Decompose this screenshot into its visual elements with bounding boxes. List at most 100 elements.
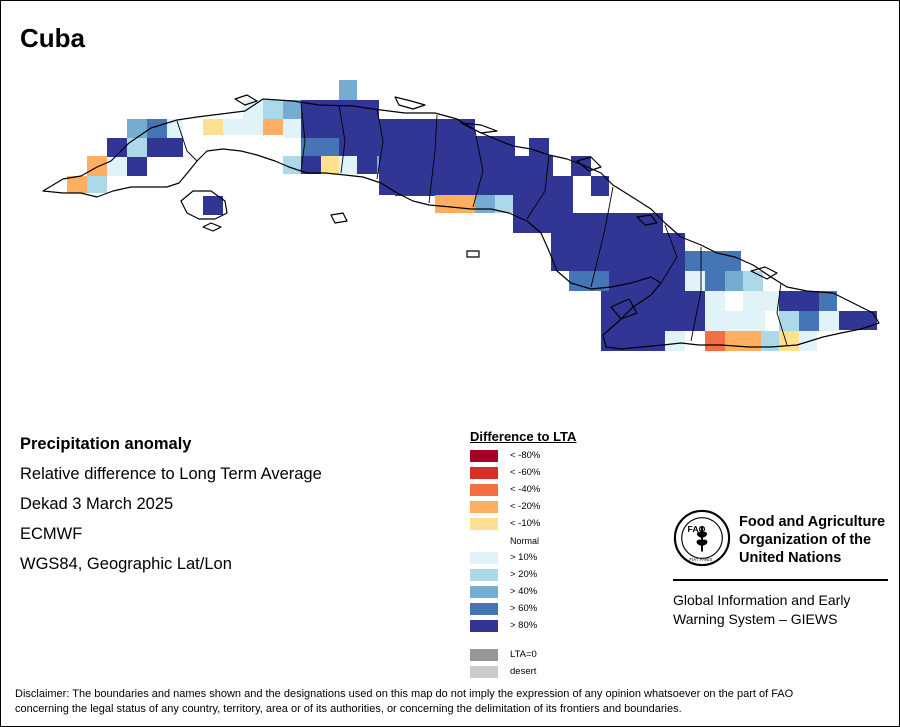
legend-label: > 60%	[510, 603, 538, 614]
legend-row: < -40%	[470, 482, 670, 499]
grid-cell	[339, 156, 357, 174]
grid-cell	[283, 119, 301, 138]
fao-emblem-icon: FAO FIAT PANIS	[673, 509, 731, 567]
fao-divider	[673, 579, 888, 581]
legend-row: Normal	[470, 533, 670, 550]
grid-cell	[167, 119, 183, 138]
grid-cell	[67, 176, 87, 193]
legend-label: Normal	[510, 536, 540, 546]
grid-cell	[147, 119, 167, 138]
grid-cell	[685, 271, 705, 291]
grid-cell	[685, 251, 721, 271]
grid-cell	[839, 311, 877, 330]
grid-cell	[87, 156, 107, 176]
legend-row: > 60%	[470, 601, 670, 618]
fao-name-line-2: Organization of the	[739, 532, 872, 548]
legend-label: > 40%	[510, 586, 538, 597]
legend-row: < -10%	[470, 516, 670, 533]
grid-cell	[203, 119, 223, 135]
legend-swatch	[470, 552, 498, 564]
legend-row: desert	[470, 664, 670, 681]
legend-label: desert	[510, 666, 537, 677]
legend-label: LTA=0	[510, 649, 537, 660]
legend-row: < -60%	[470, 465, 670, 482]
grid-cell	[127, 138, 147, 157]
grid-cell	[223, 119, 243, 135]
legend-swatch	[470, 586, 498, 598]
giews-line-1: Global Information and Early	[673, 592, 851, 608]
grid-cell	[705, 271, 725, 291]
legend-label: > 10%	[510, 552, 538, 563]
grid-cell	[819, 291, 837, 311]
legend-swatch	[470, 484, 498, 496]
province-boundaries	[176, 102, 788, 346]
legend-swatch	[470, 535, 498, 547]
info-line-4: WGS84, Geographic Lat/Lon	[20, 555, 232, 573]
fao-emblem-text: FAO	[688, 524, 706, 534]
legend-swatch	[470, 518, 498, 530]
grid-cell	[799, 291, 819, 311]
fao-name: Food and Agriculture Organization of the…	[739, 513, 885, 567]
legend-row: > 20%	[470, 567, 670, 584]
grid-cell	[685, 291, 705, 331]
grid-cell	[705, 331, 725, 351]
legend-swatch	[470, 450, 498, 462]
grid-cell	[645, 233, 685, 291]
grid-cell	[127, 157, 147, 176]
map-title: Cuba	[20, 23, 85, 53]
info-line-3: ECMWF	[20, 525, 83, 543]
cuba-anomaly-map	[42, 80, 880, 351]
giews-name: Global Information and Early Warning Sys…	[673, 591, 850, 629]
grid-cell	[321, 156, 339, 174]
legend-swatch	[470, 620, 498, 632]
grid-cell	[553, 176, 573, 213]
grid-cell	[203, 196, 223, 215]
grid-cell	[301, 138, 321, 156]
legend-row: < -80%	[470, 448, 670, 465]
grid-cell	[301, 156, 321, 174]
anomaly-grid	[67, 80, 877, 351]
disclaimer-line-1: Disclaimer: The boundaries and names sho…	[15, 688, 794, 700]
legend: Difference to LTA < -80% < -60% < -40% < -2…	[470, 429, 670, 681]
grid-cell	[529, 138, 549, 156]
grid-cell	[339, 80, 357, 100]
grid-cell	[243, 119, 263, 135]
info-line-1: Relative difference to Long Term Average	[20, 465, 322, 483]
map-info: Precipitation anomaly Relative differenc…	[20, 433, 322, 583]
grid-cell	[705, 311, 765, 331]
grid-cell	[571, 156, 591, 176]
grid-cell	[435, 195, 475, 213]
grid-cell	[743, 271, 763, 291]
grid-cell	[395, 156, 475, 196]
grid-cell	[799, 311, 819, 331]
grid-cell	[743, 291, 783, 311]
grid-cell	[127, 119, 147, 138]
legend-row: > 10%	[470, 550, 670, 567]
disclaimer-line-2: concerning the legal status of any count…	[15, 703, 682, 715]
grid-cell	[665, 331, 685, 351]
legend-label: < -60%	[510, 467, 541, 478]
legend-swatch	[470, 569, 498, 581]
coastline	[42, 94, 880, 350]
legend-classes: < -80% < -60% < -40% < -20% < -10% Normal > 10…	[470, 448, 670, 635]
legend-label: < -10%	[510, 518, 541, 529]
grid-cell	[243, 100, 263, 119]
grid-cell	[475, 195, 495, 213]
grid-cell	[495, 195, 513, 213]
legend-swatch	[470, 603, 498, 615]
grid-cell	[283, 100, 301, 119]
legend-row: LTA=0	[470, 647, 670, 664]
disclaimer: Disclaimer: The boundaries and names sho…	[15, 687, 890, 717]
grid-cell	[87, 176, 107, 193]
fao-name-line-3: United Nations	[739, 550, 842, 566]
grid-cell	[513, 213, 553, 233]
giews-line-2: Warning System – GIEWS	[673, 611, 838, 627]
grid-cell	[779, 291, 799, 311]
info-heading: Precipitation anomaly	[20, 435, 192, 453]
legend-label: > 20%	[510, 569, 538, 580]
grid-cell	[513, 156, 553, 213]
grid-cell	[721, 251, 741, 271]
grid-cell	[591, 176, 609, 196]
legend-row: > 40%	[470, 584, 670, 601]
